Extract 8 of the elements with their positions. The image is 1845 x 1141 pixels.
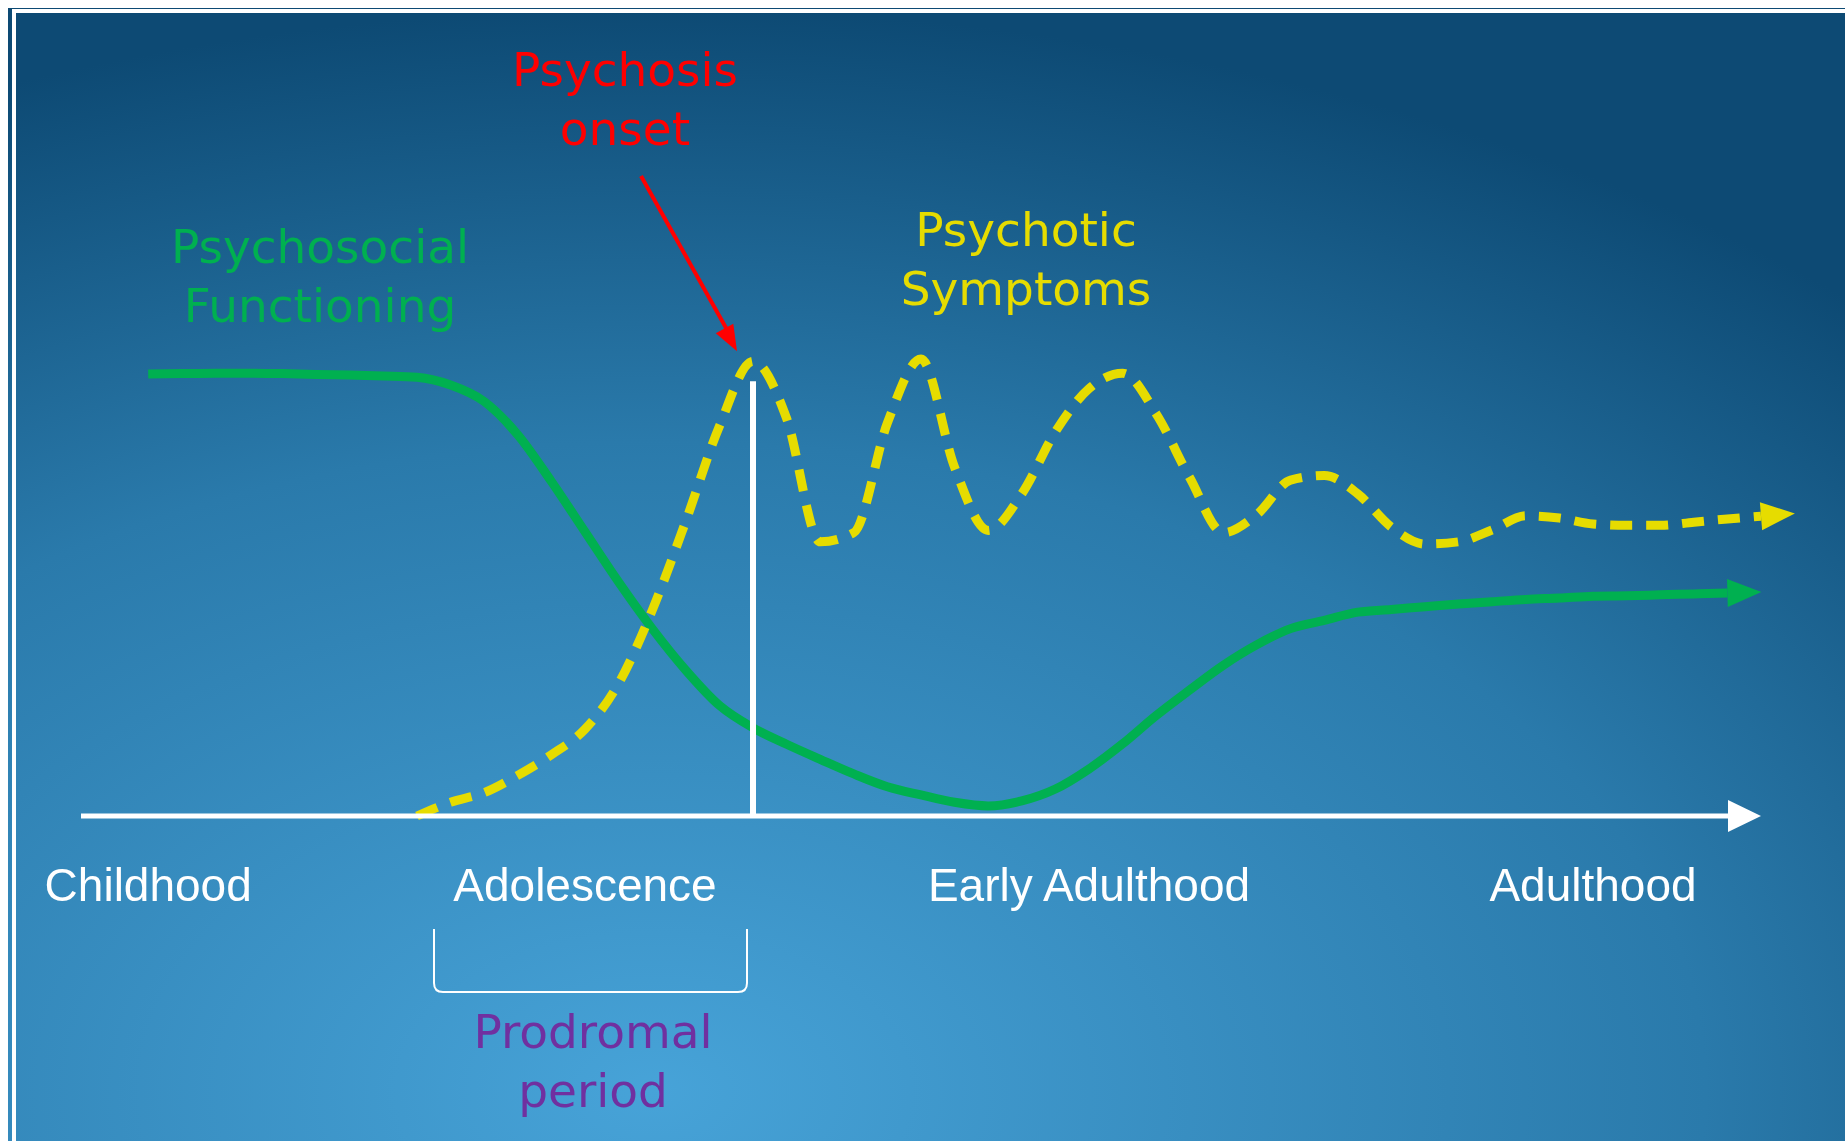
x-tick-label: Adulthood [1489, 859, 1697, 911]
text: Prodromal period [473, 1004, 713, 1118]
text: Psychosis onset [511, 42, 739, 156]
x-tick-label: Adolescence [453, 859, 717, 911]
x-tick-label: Early Adulthood [927, 859, 1251, 911]
x-tick-label: Childhood [44, 859, 252, 911]
series-label: Psychosocial Functioning [170, 219, 470, 333]
series-label: Psychotic Symptoms [900, 202, 1152, 316]
